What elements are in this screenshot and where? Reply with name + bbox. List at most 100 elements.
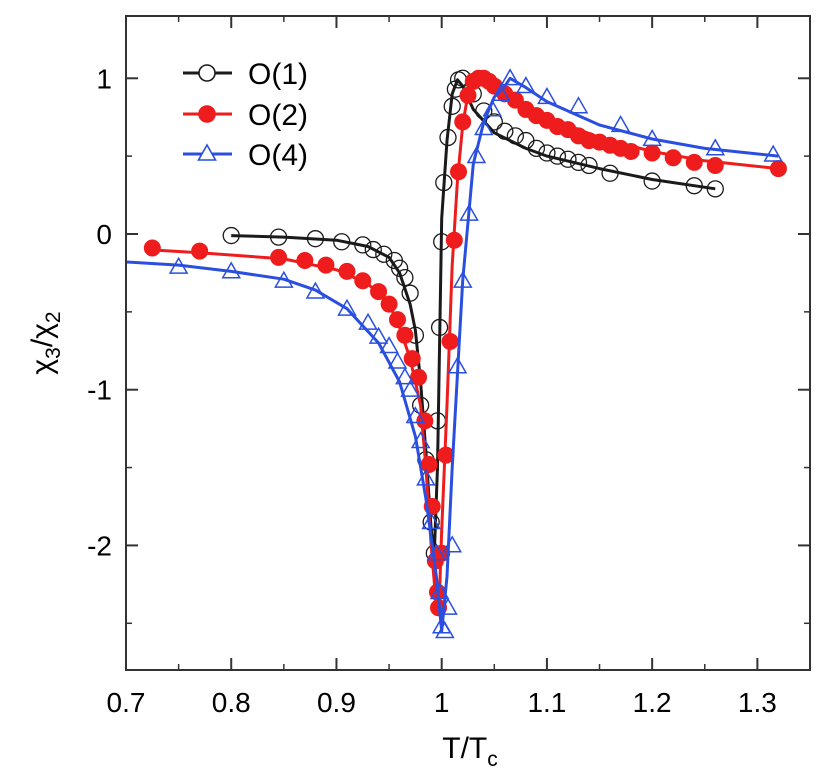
data-point-o1 (333, 233, 351, 251)
data-point-o2 (420, 455, 438, 473)
data-point-o1 (364, 240, 382, 259)
series-o4 (125, 68, 783, 639)
data-point-o2 (143, 239, 161, 257)
legend-label-o1: O(1) (248, 58, 308, 91)
data-point-o4 (337, 298, 357, 316)
data-point-o4 (473, 118, 494, 136)
data-point-o1 (517, 131, 535, 150)
tick-labels: 0.7 0.8 0.9 1 1.1 1.2 1.3 -2 -1 0 1 (87, 63, 777, 718)
data-point-o1 (643, 172, 661, 190)
data-point-o1 (527, 139, 546, 158)
data-point-o2 (388, 311, 406, 329)
data-point-o4 (642, 129, 662, 147)
data-point-o4 (168, 256, 189, 274)
data-point-o2 (403, 350, 421, 368)
plot-frame (125, 15, 811, 671)
data-point-o1 (548, 147, 567, 165)
data-point-o2 (706, 156, 724, 174)
data-point-o2 (191, 242, 209, 260)
data-point-o4 (358, 312, 378, 330)
data-point-o1 (559, 150, 577, 168)
x-tick-label: 1.1 (527, 687, 566, 718)
data-point-o4 (466, 146, 487, 164)
y-tick-label: 0 (96, 219, 112, 250)
data-point-o1 (401, 284, 419, 302)
data-point-o2 (338, 262, 356, 280)
data-point-o4 (452, 270, 473, 288)
data-point-o4 (368, 326, 389, 344)
data-point-o4 (568, 96, 589, 114)
data-point-o2 (441, 332, 459, 350)
data-point-o2 (445, 231, 463, 249)
data-point-o4 (500, 68, 520, 86)
x-tick-label: 0.8 (212, 687, 251, 718)
y-tick-label: -2 (87, 530, 112, 561)
data-point-o2 (396, 326, 414, 344)
legend-entry-o1: O(1) (183, 58, 308, 91)
data-point-o4 (516, 76, 536, 94)
data-point-o2 (296, 251, 314, 269)
data-point-o4 (490, 83, 511, 101)
data-point-o1 (269, 228, 288, 246)
data-point-o4 (405, 406, 426, 424)
data-point-o4 (379, 336, 399, 354)
data-point-o1 (485, 113, 503, 131)
data-point-o1 (506, 127, 525, 145)
x-tick-label: 0.7 (107, 687, 146, 718)
x-axis-title: T/Tc (442, 732, 498, 771)
data-point-o4 (221, 261, 242, 279)
legend-label-o2: O(2) (248, 99, 308, 132)
y-axis-title: χ3/χ2 (26, 311, 65, 374)
data-point-o4 (387, 351, 408, 369)
ticks-layer (125, 16, 810, 670)
data-point-o1 (430, 318, 449, 337)
data-point-o4 (395, 367, 415, 385)
data-point-o1 (222, 226, 240, 245)
data-point-o2 (370, 283, 388, 301)
data-point-o4 (435, 621, 455, 639)
data-point-o4 (442, 535, 463, 553)
data-point-o4 (610, 114, 631, 133)
data-point-o4 (459, 203, 479, 221)
data-point-o1 (306, 230, 325, 248)
data-point-o1 (439, 128, 457, 147)
legend-entry-o2: O(2) (183, 99, 308, 132)
series-line-o2 (146, 76, 779, 610)
data-point-o1 (396, 268, 414, 287)
data-point-o1 (569, 153, 588, 172)
legend-marker-o1 (198, 64, 216, 82)
x-tick-label: 1.3 (738, 687, 777, 718)
legend: O(1) O(2) O(4) (183, 58, 308, 172)
data-point-o1 (390, 259, 409, 277)
x-tick-label: 1 (434, 687, 450, 718)
data-point-o4 (416, 468, 436, 486)
data-point-o4 (410, 431, 431, 449)
data-point-o4 (426, 543, 447, 561)
x-axis-title-subscript: c (487, 748, 498, 771)
data-point-o2 (454, 113, 472, 131)
data-point-o1 (538, 144, 556, 162)
y-tick-label: 1 (96, 63, 112, 94)
data-point-o2 (664, 149, 682, 167)
x-tick-label: 0.9 (317, 687, 356, 718)
data-point-o2 (450, 163, 468, 181)
data-point-o4 (482, 99, 502, 117)
data-point-o4 (429, 582, 450, 600)
data-point-o4 (447, 356, 468, 374)
data-point-o4 (305, 281, 326, 299)
data-point-o1 (435, 173, 453, 192)
data-point-o4 (705, 138, 726, 156)
data-point-o2 (769, 160, 787, 178)
data-point-o2 (380, 295, 398, 313)
legend-label-o4: O(4) (248, 139, 308, 172)
data-point-o4 (763, 144, 783, 162)
data-point-o4 (438, 597, 458, 615)
legend-marker-o4 (197, 143, 217, 161)
data-point-o1 (375, 245, 393, 263)
data-point-o2 (643, 144, 661, 162)
data-point-o1 (706, 180, 724, 198)
data-point-o1 (580, 156, 598, 175)
series-layer (125, 68, 787, 639)
data-point-o1 (443, 97, 461, 115)
